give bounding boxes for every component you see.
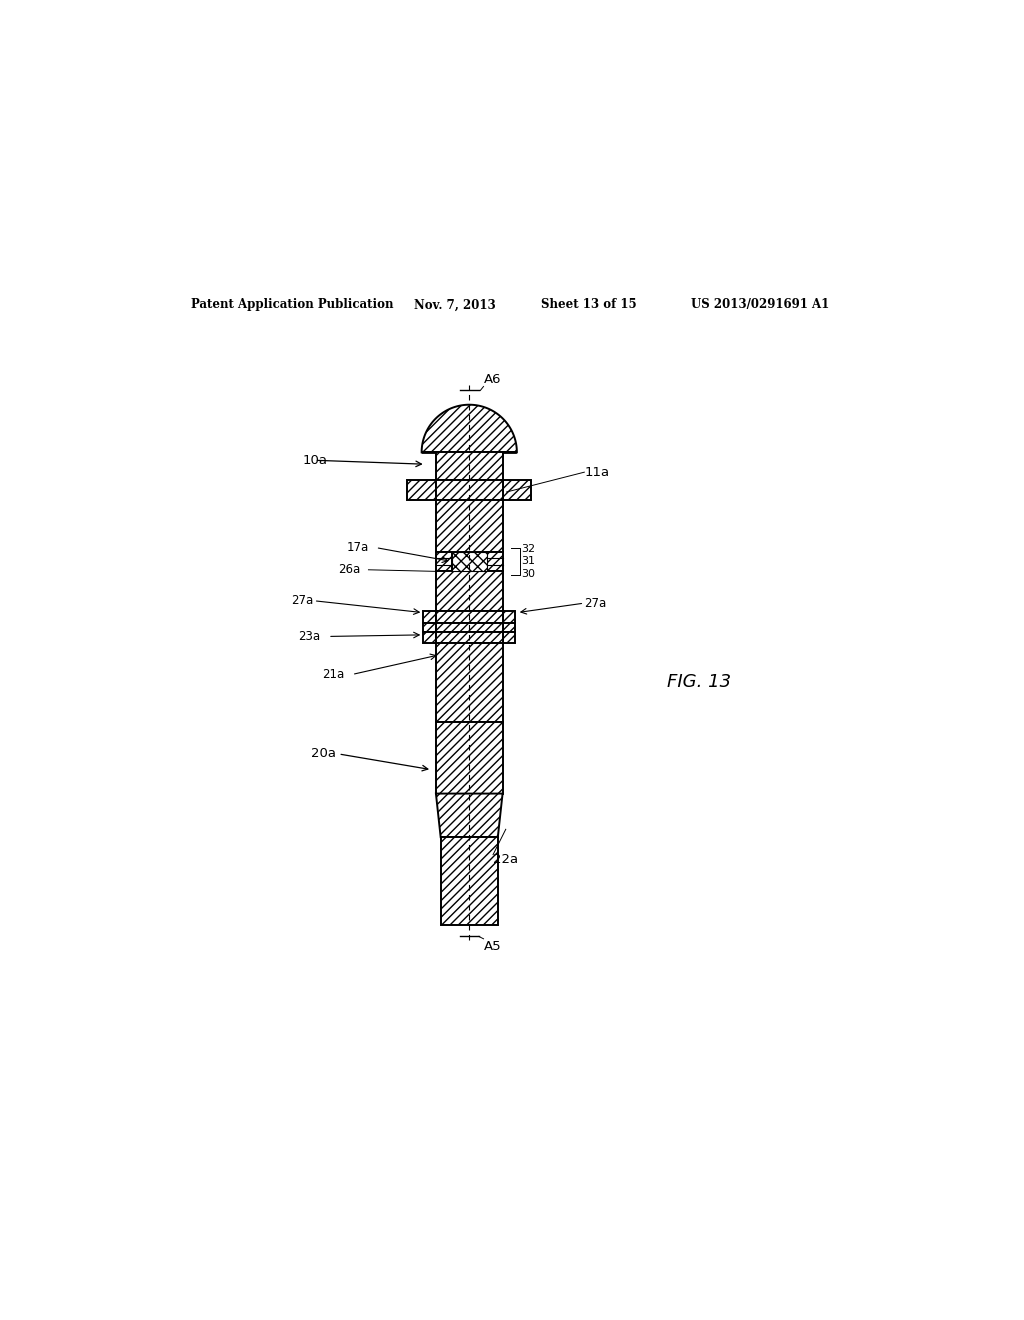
Bar [423,632,436,643]
Text: 22a: 22a [494,853,518,866]
Text: 26a: 26a [338,564,360,577]
Bar [423,623,436,632]
Bar [436,480,503,500]
Polygon shape [436,793,503,837]
Bar [408,480,436,500]
Text: 21a: 21a [323,668,345,681]
Text: Sheet 13 of 15: Sheet 13 of 15 [541,298,636,312]
Bar [452,552,486,572]
Text: US 2013/0291691 A1: US 2013/0291691 A1 [691,298,829,312]
Text: 20a: 20a [310,747,336,760]
Bar [436,453,503,480]
Bar [436,722,503,793]
Text: 17a: 17a [346,541,369,554]
Bar [436,632,503,643]
Bar [440,837,498,924]
Text: A6: A6 [483,374,501,387]
Bar [423,611,436,623]
Polygon shape [436,643,503,722]
Bar [503,611,515,623]
Polygon shape [422,405,517,453]
Bar [503,623,515,632]
Text: 31: 31 [521,557,536,566]
Bar [436,572,503,611]
Text: 23a: 23a [299,630,321,643]
Text: Patent Application Publication: Patent Application Publication [191,298,394,312]
Bar [486,552,503,572]
Bar [436,611,503,623]
Text: 27a: 27a [291,594,313,607]
Text: 11a: 11a [585,466,609,479]
Text: FIG. 13: FIG. 13 [668,673,731,692]
Text: 30: 30 [521,569,536,578]
Text: 27a: 27a [585,597,606,610]
Bar [436,623,503,632]
Bar [436,552,452,572]
Text: A5: A5 [483,940,501,953]
Text: Nov. 7, 2013: Nov. 7, 2013 [414,298,496,312]
Bar [503,480,531,500]
Bar [436,500,503,552]
Text: 32: 32 [521,544,536,554]
Text: 10a: 10a [303,454,328,467]
Bar [503,632,515,643]
